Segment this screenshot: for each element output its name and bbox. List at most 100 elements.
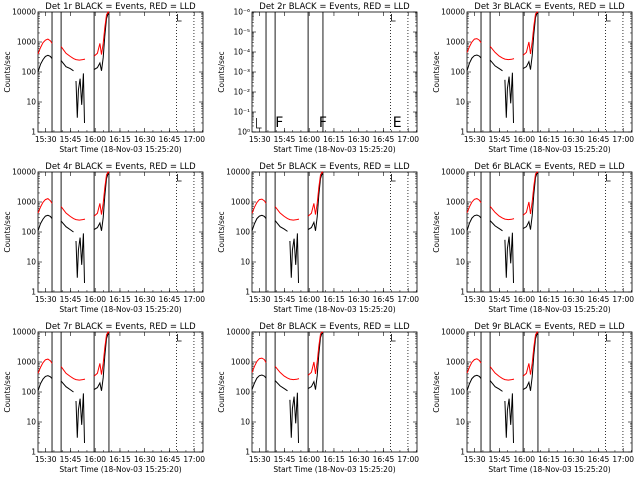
x-tick-label: 16:30 [348, 135, 370, 144]
lld-series-line [489, 45, 515, 61]
y-tick-label: 10 [26, 258, 36, 267]
lld-series-line [307, 331, 324, 376]
x-tick-label: 16:45 [588, 135, 610, 144]
x-tick-label: 16:00 [84, 135, 106, 144]
y-tick-label: 10⁻⁴ [233, 48, 250, 57]
x-tick-label: 16:30 [134, 295, 156, 304]
x-axis-label: Start Time (18-Nov-03 15:25:20) [59, 305, 181, 314]
y-axis-label: Counts/sec [217, 211, 226, 252]
panel-9: Det 9r BLACK = Events, RED = LLD 1 10 100 10… [432, 322, 634, 474]
x-tick-label: 15:45 [60, 455, 82, 464]
panel-title: Det 7r BLACK = Events, RED = LLD [45, 322, 196, 332]
panel-title: Det 4r BLACK = Events, RED = LLD [45, 162, 196, 172]
bracket-marker [177, 174, 182, 182]
y-tick-label: 10 [455, 258, 465, 267]
x-tick-label: 15:30 [249, 135, 271, 144]
lld-series-line [37, 38, 53, 55]
y-axis-label: Counts/sec [3, 211, 12, 252]
lld-series-line [522, 171, 539, 216]
events-series-line [60, 60, 74, 72]
x-tick-label: 15:45 [489, 135, 511, 144]
events-series-line [274, 220, 288, 232]
x-axis-label: Start Time (18-Nov-03 15:25:20) [488, 145, 610, 154]
events-series-line [522, 332, 539, 391]
plot-frame [251, 171, 418, 293]
bracket-marker [391, 334, 396, 342]
x-tick-label: 16:15 [323, 135, 345, 144]
y-tick-label: 10⁻² [233, 88, 250, 97]
x-tick-label: 15:45 [60, 135, 82, 144]
bracket-marker [177, 334, 182, 342]
x-tick-label: 16:15 [323, 455, 345, 464]
y-tick-label: 10 [26, 418, 36, 427]
x-tick-label: 17:00 [183, 455, 205, 464]
events-series-line [37, 214, 53, 231]
y-tick-label: 10⁻¹ [233, 108, 250, 117]
y-tick-label: 1 [460, 288, 465, 297]
y-tick-label: 10 [240, 258, 250, 267]
plot-frame [37, 171, 204, 293]
y-tick-label: 1 [31, 288, 36, 297]
y-tick-label: 10000 [226, 168, 250, 177]
x-tick-label: 16:45 [373, 135, 395, 144]
x-tick-label: 15:45 [489, 295, 511, 304]
gap-marker-label: E [393, 115, 402, 131]
x-axis-label: Start Time (18-Nov-03 15:25:20) [273, 305, 395, 314]
y-tick-label: 10 [240, 418, 250, 427]
x-tick-label: 16:00 [298, 135, 320, 144]
events-series-line [489, 59, 503, 72]
y-axis-label: Counts/sec [432, 211, 441, 252]
lld-series-line [522, 11, 539, 56]
x-axis-label: Start Time (18-Nov-03 15:25:20) [59, 465, 181, 474]
y-tick-label: 1 [31, 128, 36, 137]
lld-series-line [251, 357, 267, 373]
y-tick-label: 1 [245, 448, 250, 457]
gap-marker-label: F [275, 115, 283, 131]
y-tick-label: 100 [451, 388, 466, 397]
x-tick-label: 15:30 [249, 455, 271, 464]
events-series-line [251, 374, 267, 390]
y-tick-label: 1000 [17, 38, 36, 47]
x-tick-label: 16:45 [159, 135, 181, 144]
panel-title: Det 2r BLACK = Events, RED = LLD [259, 2, 410, 12]
events-series-line [93, 12, 110, 71]
gap-marker-label: F [319, 115, 327, 131]
lld-series-line [274, 365, 300, 381]
x-axis-label: Start Time (18-Nov-03 15:25:20) [273, 145, 395, 154]
y-tick-label: 10⁻⁶ [233, 8, 250, 17]
y-tick-label: 10000 [441, 328, 465, 337]
y-tick-label: 10000 [441, 168, 465, 177]
y-axis-label: Counts/sec [217, 371, 226, 412]
x-axis-label: Start Time (18-Nov-03 15:25:20) [488, 465, 610, 474]
y-tick-label: 10000 [12, 8, 36, 17]
y-tick-label: 10000 [12, 168, 36, 177]
panel-title: Det 8r BLACK = Events, RED = LLD [259, 322, 410, 332]
events-series-line [93, 332, 110, 391]
events-series-line [504, 393, 514, 444]
lld-series-line [93, 11, 110, 57]
x-tick-label: 15:30 [35, 295, 57, 304]
panel-title: Det 6r BLACK = Events, RED = LLD [474, 162, 625, 172]
events-series-line [289, 392, 299, 444]
events-series-line [504, 232, 514, 284]
y-tick-label: 1 [460, 128, 465, 137]
y-tick-label: 1000 [231, 198, 250, 207]
events-series-line [504, 72, 514, 124]
y-tick-label: 10⁻⁵ [233, 28, 250, 37]
events-series-line [60, 220, 74, 233]
panel-title: Det 9r BLACK = Events, RED = LLD [474, 322, 625, 332]
y-tick-label: 1000 [446, 198, 465, 207]
y-tick-label: 1 [460, 448, 465, 457]
events-series-line [75, 233, 85, 284]
events-series-line [93, 172, 110, 231]
panel-7: Det 7r BLACK = Events, RED = LLD 1 10 100 10… [3, 322, 205, 474]
y-tick-label: 10⁰ [237, 128, 250, 137]
events-series-line [75, 393, 85, 444]
events-series-line [489, 380, 503, 392]
events-series-line [489, 220, 503, 232]
bracket-marker [391, 14, 396, 22]
panel-3: Det 3r BLACK = Events, RED = LLD 1 10 100 10… [432, 2, 634, 154]
x-tick-label: 16:15 [323, 295, 345, 304]
events-series-line [274, 380, 288, 392]
x-tick-label: 15:45 [489, 455, 511, 464]
